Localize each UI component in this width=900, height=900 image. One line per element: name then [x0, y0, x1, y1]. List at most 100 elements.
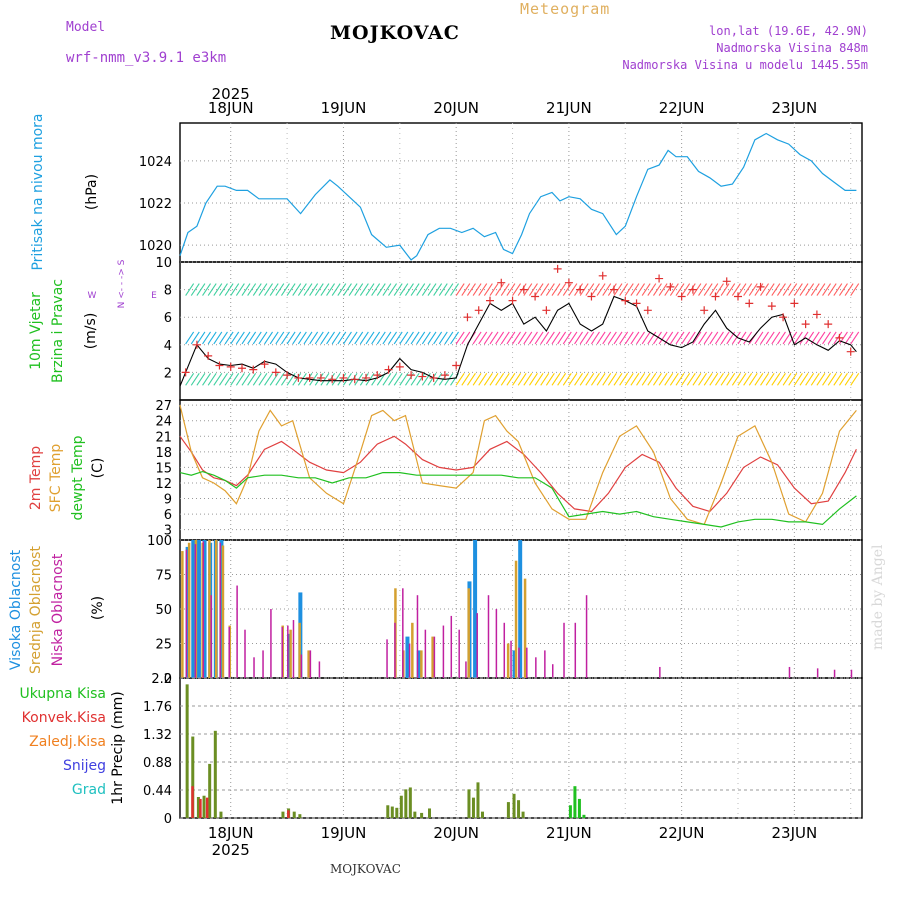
wind-barb	[461, 372, 471, 386]
cloud-bar-2	[394, 622, 396, 678]
wind-barb	[523, 331, 533, 345]
cloud-bar-2	[219, 542, 221, 678]
precip-total-bar	[202, 795, 206, 818]
gust-marker	[677, 292, 686, 301]
wind-barb	[844, 331, 854, 345]
temp-y-tick: 6	[164, 508, 172, 523]
wind-barb	[337, 331, 347, 345]
wind-barb	[303, 283, 313, 296]
wind-barb	[731, 331, 741, 345]
wind-barb	[602, 331, 612, 345]
precip-total-bar	[408, 787, 412, 818]
wind-barb	[557, 283, 567, 296]
x-tick-bottom: 19JUN	[321, 824, 367, 842]
temp-y-tick: 24	[155, 415, 172, 430]
wind-barb	[799, 372, 809, 386]
gust-marker	[350, 375, 359, 384]
temp-y-tick: 18	[155, 446, 172, 461]
temp-line-0	[179, 435, 857, 513]
wind-barb	[675, 372, 685, 386]
wind-barb	[314, 331, 324, 345]
wind-barb	[258, 283, 268, 296]
wind-barb	[636, 283, 646, 296]
wind-barb	[342, 331, 352, 345]
wind-barb	[371, 331, 381, 345]
wind-barb	[838, 283, 848, 296]
cloud-bar-0	[405, 636, 410, 678]
wind-barb	[297, 372, 307, 386]
wind-barb	[816, 331, 826, 345]
wind-barb	[438, 283, 448, 296]
wind-barb	[444, 283, 454, 296]
wind-barb	[309, 331, 319, 345]
wind-barb	[793, 372, 803, 386]
wind-barb	[247, 283, 257, 296]
wind-title: 10m Vjetar	[28, 292, 44, 370]
wind-barb	[478, 331, 488, 345]
pressure-ylabel: (hPa)	[84, 174, 100, 210]
wind-barb	[427, 372, 437, 386]
gust-marker	[734, 292, 742, 301]
precip-total-bar	[471, 797, 475, 818]
precip-total-bar	[390, 806, 394, 818]
wind-barb	[500, 331, 510, 345]
wind-barb	[838, 372, 848, 386]
cloud-bar-0	[473, 540, 478, 678]
cloud-bar-2	[408, 643, 411, 678]
wind-barb	[450, 331, 460, 345]
wind-barb	[624, 372, 634, 386]
wind-barb	[850, 372, 860, 386]
footer-station: MOJKOVAC	[330, 862, 401, 876]
cloud-y-tick: 100	[147, 534, 172, 549]
wind-barb	[692, 372, 702, 386]
temp-title-2m: 2m Temp	[28, 446, 44, 510]
cloud-title-high: Visoka Oblacnost	[8, 549, 24, 670]
wind-barb	[393, 372, 403, 386]
precip-y-tick: 1.32	[143, 728, 172, 743]
temp-y-tick: 27	[155, 399, 172, 414]
gust-marker	[835, 333, 844, 342]
gust-marker	[531, 292, 540, 301]
cloud-bar-1	[214, 540, 218, 678]
wind-barb	[326, 331, 336, 345]
gust-marker	[756, 282, 765, 291]
wind-barb	[669, 283, 679, 296]
wind-barb	[681, 283, 691, 296]
gust-marker	[271, 368, 280, 377]
gust-marker	[463, 313, 472, 322]
wind-barb	[483, 331, 493, 345]
wind-barb	[506, 372, 516, 386]
wind-barb	[258, 372, 268, 386]
wind-barb	[388, 283, 398, 296]
wind-barb	[275, 283, 285, 296]
cloud-bar-2	[386, 639, 388, 678]
wind-barb	[264, 283, 274, 296]
cloud-bar-2	[262, 650, 264, 678]
wind-barb	[765, 331, 775, 345]
precip-total-bar	[298, 814, 302, 818]
wind-barb	[534, 331, 544, 345]
wind-barb	[540, 331, 550, 345]
wind-barb	[393, 331, 403, 345]
wind-barb	[483, 283, 493, 296]
wind-barb	[647, 372, 657, 386]
wind-barb	[337, 283, 347, 296]
cloud-bar-0	[185, 546, 190, 678]
wind-barb	[297, 331, 307, 345]
gust-marker	[666, 282, 675, 291]
wind-barb	[196, 331, 206, 345]
wind-barb	[342, 283, 352, 296]
cloud-bar-1	[431, 636, 434, 678]
wind-barb	[602, 283, 612, 296]
wind-barb	[500, 283, 510, 296]
cloud-bar-2	[270, 609, 272, 678]
wind-barb	[664, 283, 674, 296]
cloud-bar-2	[318, 661, 321, 678]
wind-barb	[506, 283, 516, 296]
wind-barb	[489, 372, 499, 386]
cloud-bar-2	[563, 622, 565, 678]
wind-barb	[805, 331, 815, 345]
wind-barb	[675, 331, 685, 345]
cloud-bar-0	[219, 540, 224, 678]
wind-barb	[568, 331, 578, 345]
